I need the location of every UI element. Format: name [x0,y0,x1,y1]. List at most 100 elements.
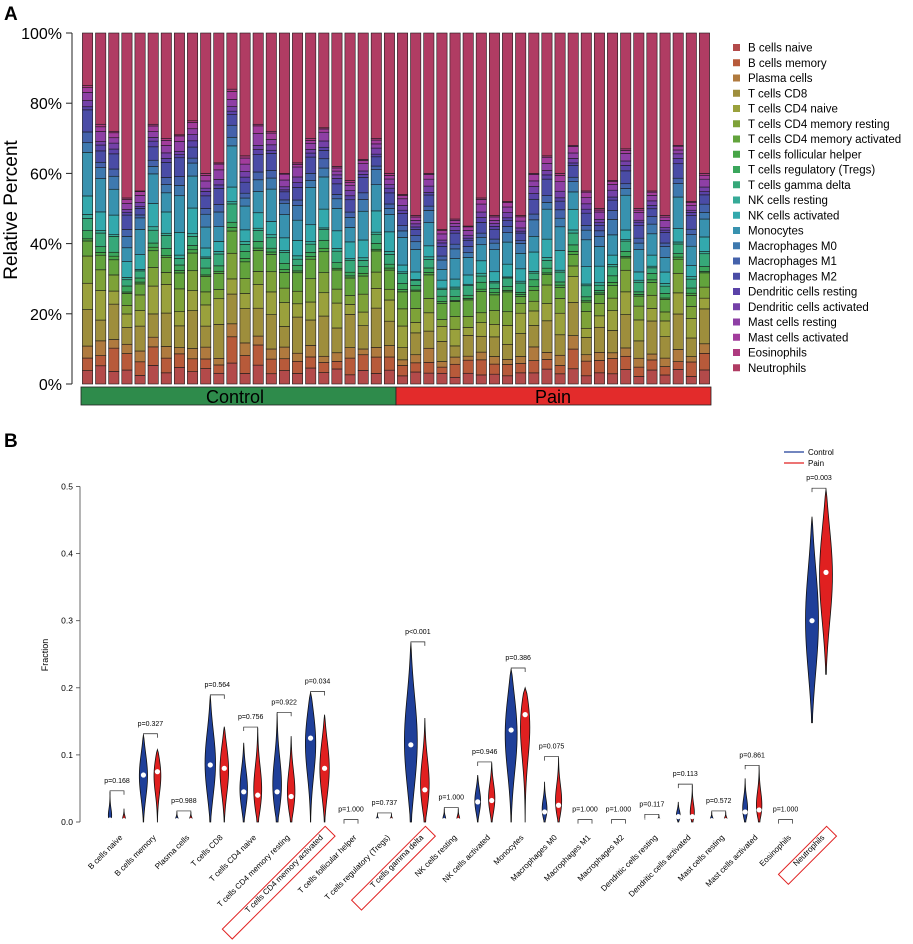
bar-segment [370,153,382,158]
bar-segment [646,223,658,235]
bar-segment [292,166,304,178]
group-pain-label: Pain [535,387,571,407]
bar-segment [607,234,619,256]
bar-segment [528,174,540,182]
bar-segment [449,316,461,330]
bar-segment [331,167,343,172]
bar-segment [607,297,619,311]
bar-segment [108,274,120,292]
bar-segment [121,285,133,293]
bar-segment [383,369,395,385]
bar-segment [593,230,605,237]
bar-segment [698,203,710,213]
bar-segment [187,162,199,177]
bar-segment-neutrophils [213,32,225,164]
sample-bar [187,32,199,385]
bar-segment [187,236,199,246]
bar-segment [239,251,251,259]
bar-segment [620,269,632,293]
bar-segment [121,305,133,315]
sample-bar [173,32,185,385]
legend-label: B cells memory [748,58,827,70]
legend-label: T cells CD4 naive [748,104,838,116]
bar-segment [659,336,671,359]
bar-segment [502,206,514,213]
bar-segment [580,225,592,231]
bar-segment [305,173,317,181]
bar-segment [121,199,133,204]
bar-segment [252,364,264,385]
bar-segment [580,311,592,329]
bar-segment [95,254,107,271]
bar-segment [239,163,251,172]
bar-segment [488,228,500,240]
bar-segment [318,272,330,294]
bar-segment [292,352,304,362]
bar-segment [357,272,369,277]
bar-segment [252,227,264,231]
bar-segment [305,187,317,226]
bar-segment [410,290,422,309]
bar-segment [95,161,107,168]
bar-segment [567,276,579,303]
bar-segment [488,249,500,273]
bar-segment [226,230,238,254]
bar-segment [423,274,435,299]
bar-segment [383,203,395,209]
significance-bracket [544,756,559,761]
bar-segment [672,272,684,294]
bar-segment [685,287,697,294]
bar-segment [370,184,382,212]
bar-segment [541,238,553,258]
bar-segment [475,275,487,283]
significance-bracket [677,783,693,789]
violin-pair: p=0.988 [171,798,197,824]
legend-swatch [733,150,740,158]
bar-segment [357,170,369,175]
bar-segment [213,169,225,180]
bar-segment [239,308,251,344]
bar-segment [593,303,605,317]
bar-segment [580,360,592,377]
bar-segment [449,258,461,280]
bar-segment [515,220,527,229]
bar-segment [265,237,277,249]
bar-segment [147,346,159,366]
bar-segment [82,240,94,257]
bar-segment [292,264,304,272]
violin-plots: p=0.168 p=0.327 p=0.988 p=0.564 p=0.756 p=0.9… [104,475,833,825]
bar-segment [252,125,264,134]
bar-segment [607,330,619,354]
bar-segment [593,352,605,361]
violin-pair: p=0.075 [539,744,564,823]
bar-segment [278,179,290,188]
bar-segment [292,303,304,318]
bar-segment [383,299,395,322]
bar-segment [108,175,120,190]
legend-label: NK cells activated [748,210,839,222]
bar-segment [554,281,566,286]
bar-segment [147,137,159,142]
p-value-label: p=0.003 [806,475,832,482]
bar-segment [423,330,435,349]
violin-median-dot [742,809,748,815]
significance-bracket [644,813,660,819]
bar-segment [633,376,645,385]
legend-label: T cells follicular helper [748,149,862,161]
bar-segment [331,250,343,263]
bar-segment [108,132,120,139]
bar-segment [265,358,277,375]
legend-swatch [733,44,740,51]
bar-segment [410,216,422,221]
bar-segment-neutrophils [475,32,487,199]
bar-segment [226,362,238,385]
bar-segment [541,202,553,210]
bar-segment [580,337,592,356]
bar-segment [488,324,500,338]
legend-swatch [733,166,740,173]
bar-segment [436,319,448,327]
bar-segment [383,251,395,255]
bar-segment [370,347,382,358]
bar-segment [528,300,540,312]
bar-segment [554,181,566,192]
